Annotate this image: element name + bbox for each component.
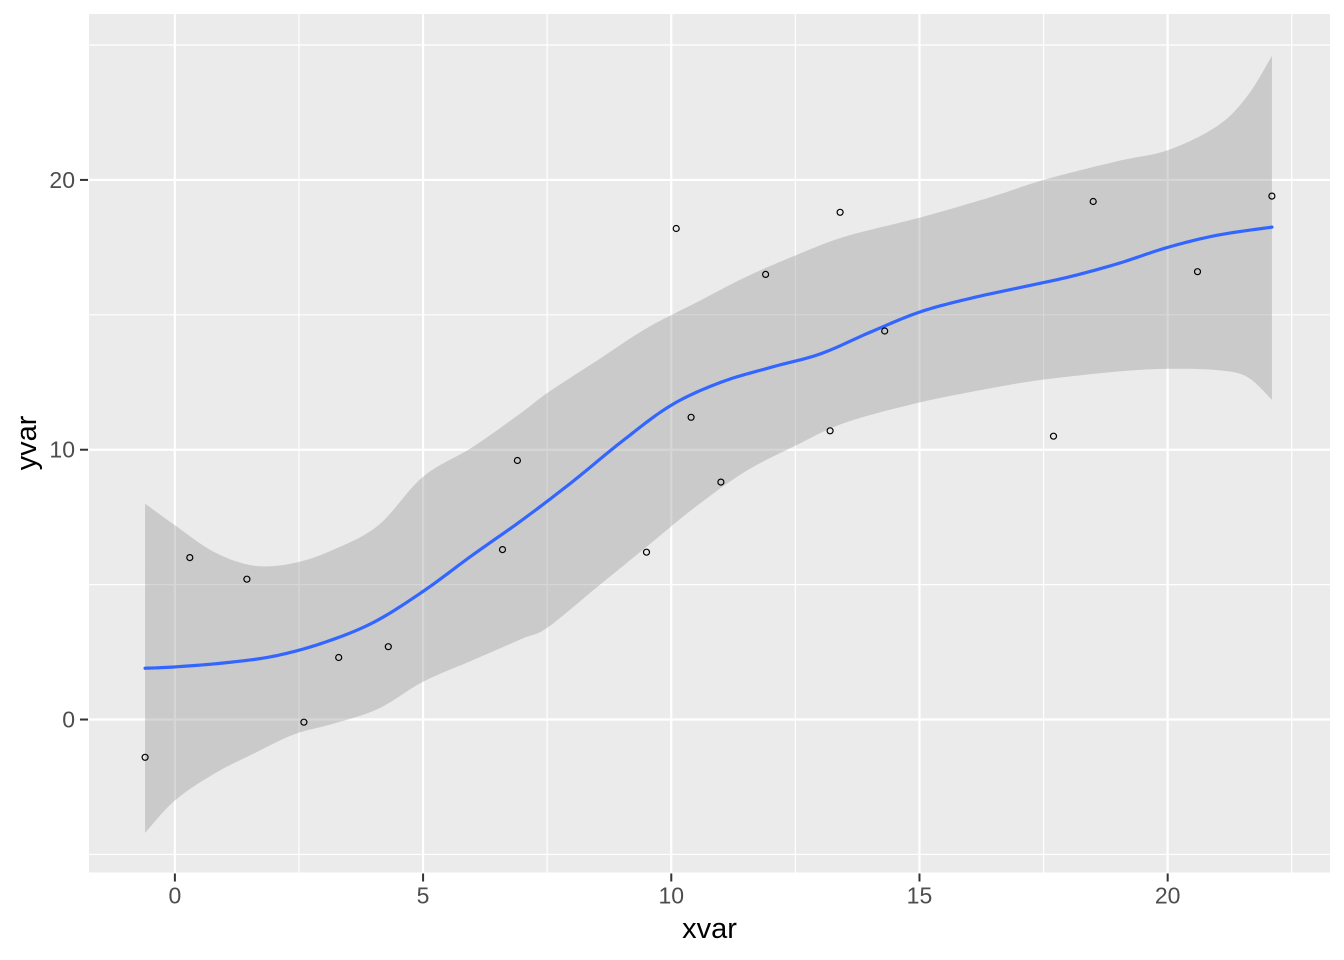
data-point <box>836 208 844 216</box>
axis-ticks <box>80 178 1169 882</box>
x-axis-tick-label: 10 <box>658 883 684 909</box>
data-point <box>498 545 507 554</box>
data-point <box>761 270 770 278</box>
gridlines <box>89 14 1330 873</box>
data-point <box>384 643 392 651</box>
data-point <box>1049 432 1058 440</box>
data-point <box>1089 197 1097 206</box>
axis-tick-labels: 0 5 10 15 20 0 10 20 <box>49 167 1180 909</box>
data-point <box>243 575 251 583</box>
data-point <box>717 478 725 486</box>
data-point <box>1268 192 1276 200</box>
x-axis-title: xvar <box>682 913 737 945</box>
confidence-band <box>145 55 1272 833</box>
y-axis-tick-label: 10 <box>49 437 75 463</box>
data-point <box>513 456 522 465</box>
y-axis-title: yvar <box>11 415 43 470</box>
x-axis-tick-label: 0 <box>168 883 181 909</box>
panel-background <box>89 14 1330 873</box>
data-point <box>300 718 308 726</box>
data-point <box>826 427 834 435</box>
data-point <box>335 653 343 662</box>
data-point <box>687 413 695 421</box>
data-point <box>881 327 889 335</box>
data-point <box>642 548 651 556</box>
data-point <box>1193 268 1202 276</box>
smooth-line <box>143 225 1274 670</box>
data-points <box>141 192 1276 761</box>
data-point <box>186 553 194 562</box>
y-axis-tick-label: 0 <box>62 707 75 733</box>
data-point <box>141 753 149 761</box>
data-point <box>672 224 680 233</box>
y-axis-tick-label: 20 <box>49 167 75 193</box>
x-axis-tick-label: 5 <box>417 883 430 909</box>
x-axis-tick-label: 20 <box>1155 883 1181 909</box>
x-axis-tick-label: 15 <box>907 883 933 909</box>
